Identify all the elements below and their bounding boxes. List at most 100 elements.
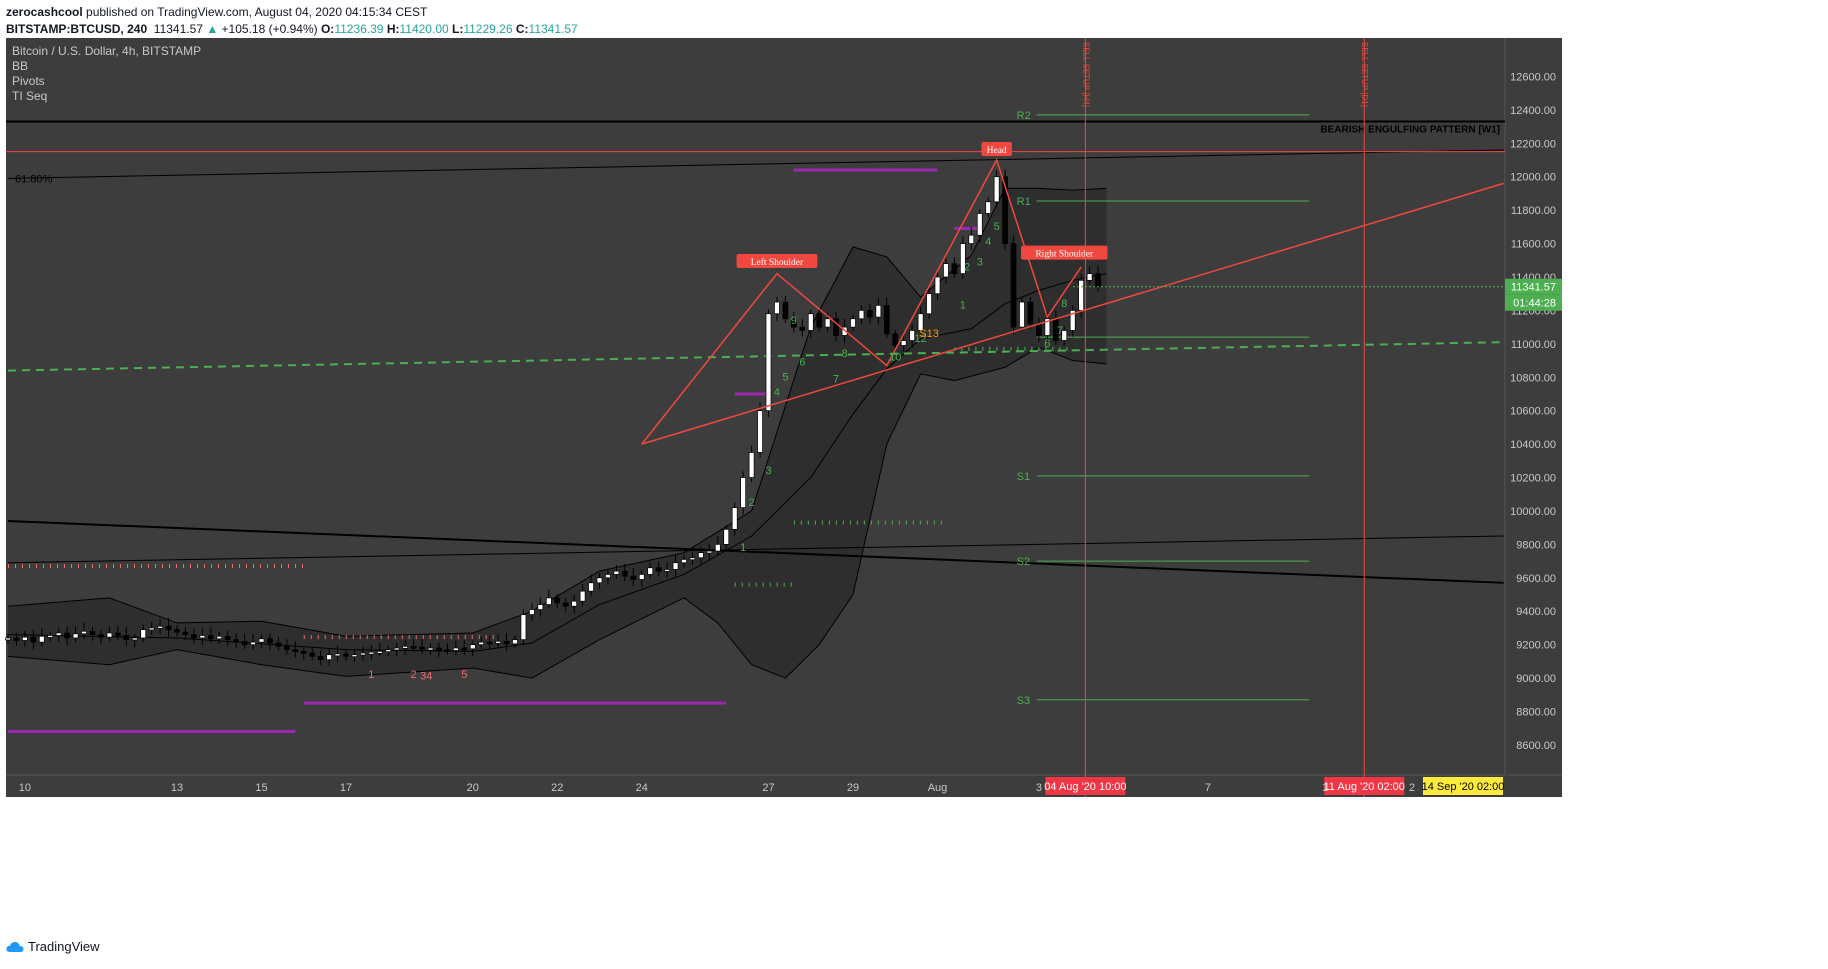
candle[interactable] <box>562 602 569 607</box>
candle[interactable] <box>5 637 11 641</box>
candle[interactable] <box>731 507 738 530</box>
date-tag-box[interactable] <box>1324 777 1405 795</box>
date-tag-box[interactable] <box>1045 777 1126 795</box>
candle[interactable] <box>1027 301 1034 325</box>
candle[interactable] <box>402 645 408 649</box>
candle[interactable] <box>883 305 890 335</box>
author-name[interactable]: zerocashcool <box>6 5 83 19</box>
candle[interactable] <box>199 635 206 639</box>
candle[interactable] <box>326 654 332 661</box>
candle[interactable] <box>790 318 797 328</box>
candle[interactable] <box>850 318 856 328</box>
date-tag-box-alt[interactable] <box>1423 777 1503 795</box>
candle[interactable] <box>799 326 806 331</box>
candle[interactable] <box>824 318 831 328</box>
candle[interactable] <box>284 645 290 651</box>
candle[interactable] <box>13 637 20 641</box>
candle[interactable] <box>22 636 28 641</box>
candle[interactable] <box>892 333 899 346</box>
candle[interactable] <box>520 614 527 640</box>
time-axis[interactable] <box>6 775 1562 797</box>
candle[interactable] <box>909 330 916 341</box>
candle[interactable] <box>461 647 468 651</box>
price-tag-box[interactable] <box>1505 278 1562 295</box>
candle[interactable] <box>1095 273 1101 288</box>
candle[interactable] <box>343 653 349 657</box>
candle[interactable] <box>250 641 256 645</box>
candle[interactable] <box>900 340 907 346</box>
candle[interactable] <box>579 590 586 602</box>
candle[interactable] <box>486 641 493 645</box>
candle[interactable] <box>647 567 654 575</box>
candle[interactable] <box>723 528 730 545</box>
candle[interactable] <box>131 637 138 641</box>
tradingview-brand[interactable]: TradingView <box>6 939 100 954</box>
candle[interactable] <box>98 634 104 638</box>
candle[interactable] <box>934 276 941 295</box>
candle[interactable] <box>681 559 687 564</box>
candle[interactable] <box>1019 301 1025 328</box>
candle[interactable] <box>1010 243 1017 328</box>
candle[interactable] <box>672 562 679 570</box>
candle[interactable] <box>943 263 949 278</box>
candle[interactable] <box>267 638 273 644</box>
candle[interactable] <box>613 570 620 575</box>
candle[interactable] <box>393 647 400 651</box>
candle[interactable] <box>258 638 265 643</box>
candle[interactable] <box>1086 273 1093 281</box>
candle[interactable] <box>976 213 983 236</box>
candle[interactable] <box>774 301 780 315</box>
candle[interactable] <box>64 632 71 639</box>
candle[interactable] <box>698 552 704 559</box>
candle[interactable] <box>537 604 544 610</box>
candle[interactable] <box>368 651 375 655</box>
candle[interactable] <box>1078 279 1085 311</box>
candle[interactable] <box>917 313 924 331</box>
candle[interactable] <box>292 649 299 653</box>
candle[interactable] <box>833 318 839 336</box>
candle[interactable] <box>174 629 180 633</box>
candle[interactable] <box>72 633 79 639</box>
candle[interactable] <box>757 410 763 453</box>
candle[interactable] <box>512 639 518 645</box>
candle[interactable] <box>841 326 848 336</box>
candle[interactable] <box>444 649 451 653</box>
candle[interactable] <box>478 641 485 645</box>
candle[interactable] <box>436 647 442 651</box>
candle[interactable] <box>706 550 713 554</box>
candle[interactable] <box>182 631 189 635</box>
candle[interactable] <box>588 582 594 592</box>
candle[interactable] <box>89 630 96 635</box>
candle[interactable] <box>148 627 155 631</box>
candle[interactable] <box>816 313 823 328</box>
candle[interactable] <box>317 655 324 661</box>
candle[interactable] <box>959 243 966 274</box>
candle[interactable] <box>782 301 789 320</box>
candle[interactable] <box>376 650 383 654</box>
candle[interactable] <box>495 640 501 644</box>
candle[interactable] <box>385 649 392 653</box>
candle[interactable] <box>621 570 628 577</box>
candle[interactable] <box>748 452 755 478</box>
candle[interactable] <box>968 234 975 244</box>
candle[interactable] <box>334 653 341 657</box>
candle[interactable] <box>351 654 358 658</box>
candle[interactable] <box>807 313 814 331</box>
candle[interactable] <box>655 567 662 572</box>
candle[interactable] <box>545 597 552 605</box>
candle[interactable] <box>1036 323 1042 336</box>
candle[interactable] <box>664 569 670 572</box>
candle[interactable] <box>714 544 721 552</box>
candle[interactable] <box>1044 318 1051 336</box>
candle[interactable] <box>605 574 611 579</box>
candle[interactable] <box>427 647 434 651</box>
candle[interactable] <box>529 609 535 615</box>
candle[interactable] <box>503 640 510 645</box>
candle[interactable] <box>554 597 561 604</box>
candle[interactable] <box>157 625 163 629</box>
candle[interactable] <box>106 632 113 638</box>
candle[interactable] <box>140 629 147 639</box>
price-axis[interactable] <box>1505 38 1562 775</box>
candle[interactable] <box>207 635 214 640</box>
candle[interactable] <box>224 635 231 640</box>
